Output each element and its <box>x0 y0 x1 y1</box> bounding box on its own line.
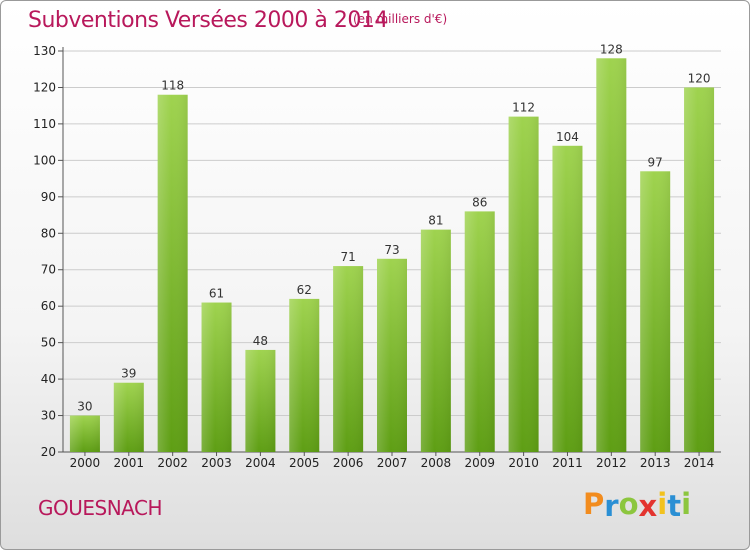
y-tick-label: 70 <box>41 263 56 277</box>
commune-name: GOUESNACH <box>38 496 163 520</box>
bar-shine <box>201 302 232 452</box>
data-label: 120 <box>688 71 711 85</box>
x-tick-label: 2003 <box>201 456 232 470</box>
data-label: 61 <box>209 287 224 301</box>
data-label: 112 <box>512 101 535 115</box>
data-label: 30 <box>77 400 92 414</box>
x-tick-label: 2000 <box>70 456 101 470</box>
data-label: 39 <box>121 367 136 381</box>
data-label: 73 <box>384 243 399 257</box>
data-label: 128 <box>600 42 623 56</box>
y-tick-label: 100 <box>33 153 56 167</box>
data-label: 118 <box>161 79 184 93</box>
logo-letter: o <box>618 487 639 521</box>
logo-letter: i <box>681 487 692 521</box>
bar-shine <box>420 229 451 452</box>
y-tick-label: 60 <box>41 299 56 313</box>
y-tick-label: 120 <box>33 80 56 94</box>
data-labels: 30 39 118 61 48 62 71 73 81 86 112 104 128 97 120 <box>77 42 710 413</box>
chart-subtitle: (en milliers d'€) <box>353 12 448 26</box>
bar-shine <box>245 349 276 452</box>
x-tick-label: 2006 <box>333 456 364 470</box>
x-tick-label: 2002 <box>157 456 188 470</box>
bar-shine <box>333 266 364 452</box>
x-tick-label: 2005 <box>289 456 320 470</box>
bar-shine <box>596 58 627 453</box>
bar-shine <box>289 298 320 452</box>
data-label: 81 <box>428 214 443 228</box>
logo-letter: x <box>638 489 658 523</box>
bar-shine <box>377 258 407 452</box>
y-tick-label: 90 <box>41 190 56 204</box>
bar-shine <box>157 94 188 452</box>
bar-shine <box>508 116 539 453</box>
x-tick-label: 2004 <box>245 456 276 470</box>
bar-shine <box>464 211 495 452</box>
bar-shine <box>69 415 100 452</box>
logo-letter: r <box>604 489 619 523</box>
x-tick-label: 2013 <box>640 456 671 470</box>
y-tick-label: 80 <box>41 226 56 240</box>
y-tick-label: 130 <box>33 44 56 58</box>
y-tick-label: 20 <box>41 445 56 459</box>
logo-letter: i <box>657 487 668 521</box>
data-label: 97 <box>648 155 663 169</box>
x-tick-label: 2008 <box>421 456 452 470</box>
bars <box>69 58 715 453</box>
x-tick-label: 2011 <box>552 456 583 470</box>
x-tick-label: 2010 <box>508 456 539 470</box>
data-label: 86 <box>472 195 487 209</box>
data-label: 104 <box>556 130 579 144</box>
data-label: 71 <box>340 250 355 264</box>
y-tick-label: 110 <box>33 117 56 131</box>
logo-letter: P <box>583 487 605 521</box>
bar-shine <box>684 87 715 453</box>
x-axis-ticks: 2000 2001 2002 2003 2004 2005 2006 2007 2008 2009… <box>70 452 715 470</box>
y-tick-label: 30 <box>41 409 56 423</box>
bar-shine <box>640 171 671 453</box>
x-tick-label: 2001 <box>114 456 145 470</box>
y-tick-label: 50 <box>41 336 56 350</box>
x-tick-label: 2009 <box>464 456 495 470</box>
bar-shine <box>113 382 144 452</box>
data-label: 62 <box>297 283 312 297</box>
logo-letter: t <box>667 489 682 523</box>
x-tick-label: 2014 <box>684 456 715 470</box>
proxiti-logo: Proxiti <box>583 487 692 523</box>
x-tick-label: 2007 <box>377 456 408 470</box>
y-axis-ticks: 20 30 40 50 60 70 80 90 100 110 120 130 <box>33 44 63 459</box>
x-tick-label: 2012 <box>596 456 627 470</box>
data-label: 48 <box>253 334 268 348</box>
chart-title: Subventions Versées 2000 à 2014 <box>28 8 388 33</box>
y-tick-label: 40 <box>41 372 56 386</box>
bar-shine <box>552 145 583 453</box>
